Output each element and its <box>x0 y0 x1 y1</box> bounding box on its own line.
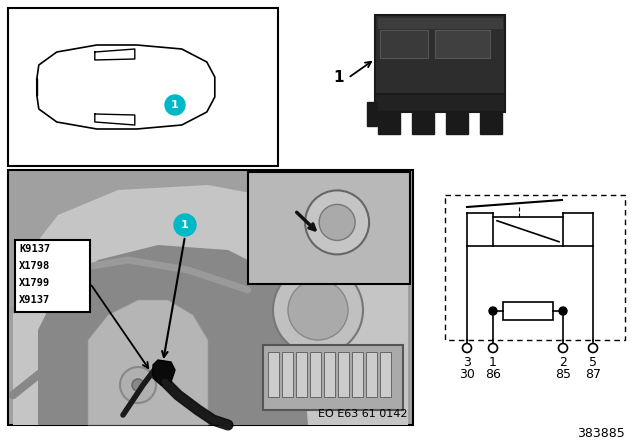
Text: 87: 87 <box>585 368 601 381</box>
Text: 30: 30 <box>459 368 475 381</box>
Bar <box>263 345 403 410</box>
Bar <box>248 172 410 284</box>
Text: K9137: K9137 <box>19 244 51 254</box>
Bar <box>366 352 377 397</box>
Circle shape <box>559 307 567 315</box>
Text: 2: 2 <box>559 356 567 369</box>
Bar <box>352 352 363 397</box>
Bar <box>380 352 391 397</box>
Text: 85: 85 <box>555 368 571 381</box>
Bar <box>378 112 400 134</box>
Bar <box>15 240 90 312</box>
Circle shape <box>488 344 497 353</box>
Circle shape <box>174 214 196 236</box>
Bar <box>324 352 335 397</box>
Bar <box>375 15 505 94</box>
Circle shape <box>165 95 185 115</box>
Bar <box>367 102 377 126</box>
Polygon shape <box>13 185 408 425</box>
Bar <box>435 30 490 58</box>
Circle shape <box>288 280 348 340</box>
Polygon shape <box>38 245 308 425</box>
Bar <box>282 352 293 397</box>
Circle shape <box>589 344 598 353</box>
Text: X9137: X9137 <box>19 295 51 305</box>
Text: X1798: X1798 <box>19 261 51 271</box>
Circle shape <box>489 307 497 315</box>
Circle shape <box>132 379 144 391</box>
Bar <box>412 112 434 134</box>
Bar <box>480 112 502 134</box>
Text: 1: 1 <box>489 356 497 369</box>
Circle shape <box>273 265 363 355</box>
Bar <box>377 17 503 29</box>
Text: 1: 1 <box>181 220 189 230</box>
Text: X1799: X1799 <box>19 278 51 288</box>
Text: 5: 5 <box>589 356 597 369</box>
Text: 383885: 383885 <box>577 427 625 440</box>
Bar <box>8 170 413 425</box>
Bar <box>375 94 505 112</box>
Bar <box>338 352 349 397</box>
Circle shape <box>559 344 568 353</box>
Text: EO E63 61 0142: EO E63 61 0142 <box>319 409 408 419</box>
Text: 3: 3 <box>463 356 471 369</box>
Polygon shape <box>153 360 175 385</box>
Text: 86: 86 <box>485 368 501 381</box>
Circle shape <box>463 344 472 353</box>
Circle shape <box>120 367 156 403</box>
Bar <box>446 112 468 134</box>
Circle shape <box>305 190 369 254</box>
Bar <box>493 217 563 246</box>
Polygon shape <box>88 300 208 425</box>
Text: 1: 1 <box>171 100 179 110</box>
Bar <box>8 8 278 166</box>
Circle shape <box>319 204 355 241</box>
Bar <box>503 302 553 320</box>
Bar <box>296 352 307 397</box>
Bar <box>268 352 279 397</box>
Bar <box>310 352 321 397</box>
Bar <box>445 195 625 340</box>
Bar <box>380 30 428 58</box>
Text: 1: 1 <box>333 70 344 86</box>
